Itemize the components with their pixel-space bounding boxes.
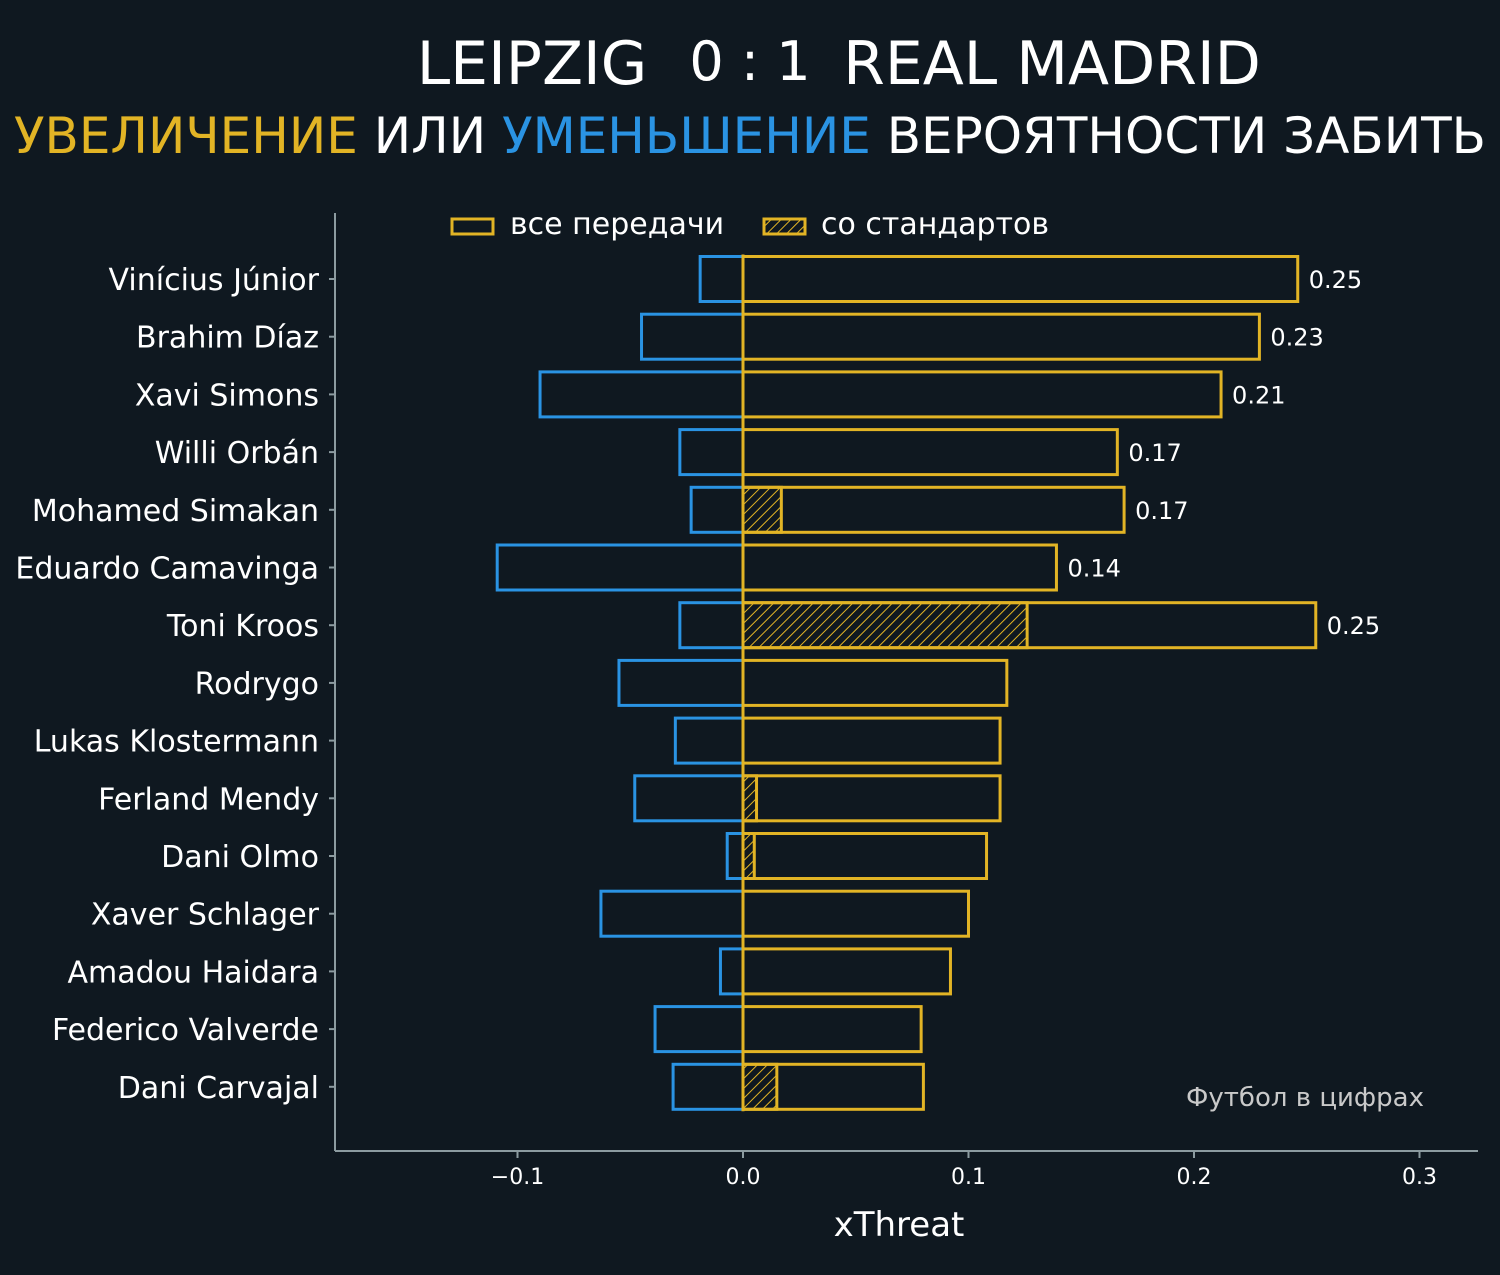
player-label: Toni Kroos [166, 609, 319, 644]
value-label: 0.21 [1232, 381, 1285, 409]
bar-all-passes [741, 1005, 923, 1054]
player-label: Mohamed Simakan [32, 494, 319, 529]
watermark: Футбол в цифрах [1186, 1083, 1424, 1113]
bar-decrease [640, 312, 745, 361]
player-label: Ferland Mendy [98, 782, 319, 817]
player-labels: Vinícius Júnior Brahim Díaz Xavi Simons Wil… [15, 263, 335, 1106]
player-label: Lukas Klostermann [34, 725, 319, 760]
chart-title-score: 0 : 1 [689, 30, 810, 93]
chart-title-away: REAL MADRID [843, 29, 1261, 99]
bar-decrease [538, 370, 745, 419]
subtitle-or: ИЛИ [374, 107, 502, 165]
chart-title-home: LEIPZIG [417, 29, 648, 99]
x-tick-label: 0.1 [951, 1165, 986, 1190]
x-ticks: −0.1 0.0 0.1 0.2 0.3 [491, 1151, 1437, 1190]
bar-all-passes [741, 658, 1009, 707]
bar-all-passes [741, 543, 1058, 592]
x-tick-label: −0.1 [491, 1165, 544, 1190]
legend-label-all-passes: все передачи [510, 207, 724, 242]
legend-swatch-all-passes [450, 217, 495, 236]
bar-decrease [599, 889, 745, 938]
value-label: 0.25 [1327, 612, 1380, 640]
value-label: 0.17 [1128, 439, 1181, 467]
player-label: Rodrygo [195, 667, 319, 702]
x-tick-label: 0.0 [726, 1165, 761, 1190]
bar-all-passes [741, 947, 952, 996]
player-label: Xavi Simons [135, 378, 319, 413]
value-label: 0.14 [1067, 555, 1120, 583]
x-tick-label: 0.3 [1402, 1165, 1437, 1190]
value-label: 0.23 [1270, 324, 1323, 352]
x-axis-title: xThreat [834, 1205, 965, 1245]
bar-decrease [617, 658, 745, 707]
subtitle-rest: ВЕРОЯТНОСТИ ЗАБИТЬ [887, 107, 1486, 165]
bar-decrease [718, 947, 745, 996]
player-label: Vinícius Júnior [109, 263, 320, 298]
bar-set-pieces [741, 1062, 779, 1111]
bar-all-passes [741, 485, 1126, 534]
subtitle-increase: УВЕЛИЧЕНИЕ [14, 107, 358, 165]
bar-decrease [725, 832, 745, 880]
bar-all-passes [741, 428, 1119, 477]
chart-subtitle: УВЕЛИЧЕНИЕ ИЛИ УМЕНЬШЕНИЕ ВЕРОЯТНОСТИ ЗА… [14, 107, 1486, 165]
bar-decrease [495, 543, 745, 592]
legend: все передачи со стандартов [450, 207, 1049, 242]
bar-decrease [678, 428, 745, 477]
bar-decrease [698, 255, 745, 303]
bar-decrease [633, 774, 745, 823]
value-label: 0.25 [1309, 266, 1362, 294]
bar-decrease [689, 485, 745, 534]
bar-all-passes [741, 370, 1223, 419]
player-label: Dani Olmo [161, 840, 319, 875]
player-label: Federico Valverde [52, 1013, 319, 1048]
bar-all-passes [741, 774, 1002, 823]
player-label: Dani Carvajal [118, 1071, 319, 1106]
bar-all-passes [741, 255, 1300, 303]
player-label: Amadou Haidara [68, 955, 320, 990]
bar-all-passes [741, 832, 989, 880]
bar-set-pieces [741, 601, 1029, 650]
legend-label-set-pieces: со стандартов [821, 207, 1049, 242]
bar-set-pieces [741, 832, 756, 880]
value-label: 0.17 [1135, 497, 1188, 525]
bar-decrease [678, 601, 745, 650]
player-label: Brahim Díaz [136, 321, 319, 356]
legend-swatch-set-pieces [762, 217, 807, 236]
bar-decrease [671, 1062, 745, 1111]
subtitle-decrease: УМЕНЬШЕНИЕ [502, 107, 871, 165]
bar-all-passes [741, 716, 1002, 765]
bar-decrease [673, 716, 745, 765]
bar-set-pieces [741, 774, 759, 823]
player-label: Willi Orbán [155, 436, 319, 471]
bar-decrease [653, 1005, 745, 1054]
bar-all-passes [741, 312, 1261, 361]
bar-all-passes [741, 889, 970, 938]
player-label: Xaver Schlager [91, 898, 320, 933]
bar-set-pieces [741, 485, 783, 534]
player-label: Eduardo Camavinga [15, 552, 319, 587]
x-tick-label: 0.2 [1177, 1165, 1212, 1190]
bars-layer: 0.25 0.23 0.21 0.17 0.17 0.14 0.25 [495, 254, 1380, 1112]
